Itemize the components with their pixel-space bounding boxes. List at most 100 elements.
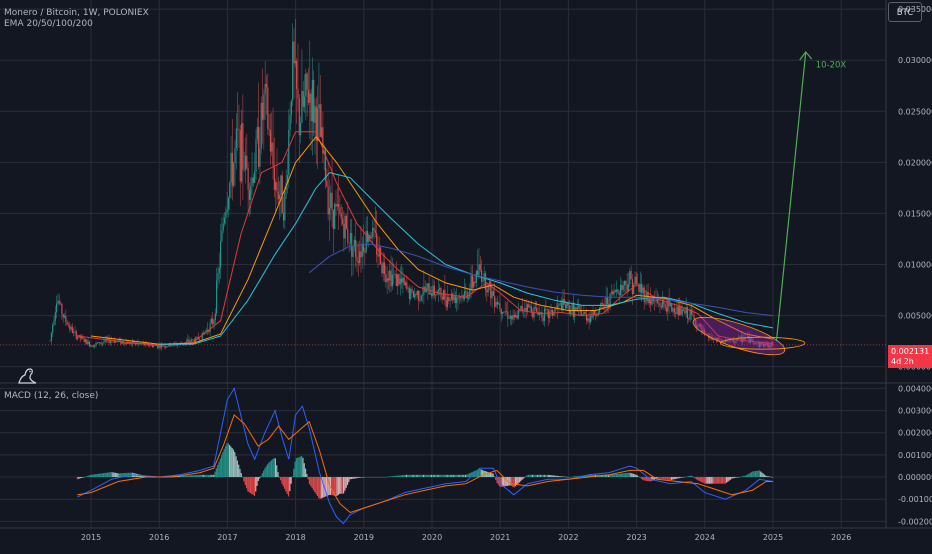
macd-histogram-bar	[268, 462, 270, 478]
macd-histogram-bar	[307, 477, 309, 480]
price-candle	[507, 311, 509, 319]
macd-histogram-bar	[89, 475, 92, 478]
x-tick-label: 2024	[695, 533, 715, 542]
price-candle	[601, 303, 603, 305]
price-candle	[185, 341, 188, 343]
macd-histogram-bar	[392, 476, 395, 478]
macd-histogram-bar	[218, 461, 220, 478]
macd-histogram-bar	[691, 476, 694, 478]
x-tick-label: 2018	[285, 533, 305, 542]
price-candle	[103, 342, 105, 343]
macd-histogram-bar	[760, 471, 762, 478]
price-candle	[635, 276, 637, 284]
macd-histogram-bar	[386, 476, 388, 478]
macd-histogram-bar	[523, 477, 526, 478]
price-candle	[459, 297, 462, 298]
macd-histogram-bar	[217, 465, 219, 478]
macd-histogram-bar	[450, 474, 452, 478]
x-tick-label: 2026	[831, 533, 851, 542]
macd-histogram-bar	[589, 474, 591, 478]
price-candle	[618, 293, 620, 296]
macd-histogram-bar	[480, 469, 482, 478]
price-candle	[605, 297, 607, 307]
price-candle	[433, 285, 435, 295]
macd-histogram-bar	[495, 477, 497, 480]
macd-histogram-bar	[306, 473, 308, 478]
price-candle	[425, 288, 428, 292]
macd-histogram-bar	[737, 477, 739, 478]
price-candle	[553, 311, 555, 316]
price-candle	[317, 108, 319, 141]
macd-histogram-bar	[87, 475, 89, 478]
macd-histogram-bar	[331, 477, 333, 496]
macd-histogram-bar	[530, 474, 532, 478]
macd-histogram-bar	[669, 477, 671, 480]
macd-histogram-bar	[378, 477, 380, 478]
macd-histogram-bar	[482, 470, 484, 478]
price-candle	[227, 197, 230, 210]
price-candle	[126, 342, 129, 344]
price-candle	[749, 338, 752, 343]
macd-histogram-bar	[567, 476, 569, 478]
price-candle	[387, 278, 390, 281]
price-candle	[376, 232, 378, 255]
macd-histogram-bar	[256, 477, 258, 486]
macd-histogram-bar	[518, 477, 520, 483]
macd-histogram-bar	[383, 477, 385, 478]
price-candle	[693, 315, 695, 320]
macd-histogram-bar	[181, 475, 183, 478]
price-candle	[393, 274, 395, 275]
price-candle	[689, 309, 691, 320]
price-candle	[665, 307, 668, 312]
price-candle	[98, 342, 100, 343]
macd-histogram-bar	[116, 473, 118, 478]
price-candle	[189, 341, 192, 343]
price-candle	[415, 293, 417, 296]
macd-histogram-bar	[432, 474, 434, 478]
price-candle	[243, 169, 245, 171]
macd-histogram-bar	[666, 477, 669, 480]
macd-histogram-bar	[200, 474, 202, 478]
macd-histogram-bar	[424, 474, 426, 478]
price-candle	[702, 330, 704, 333]
macd-histogram-bar	[353, 477, 355, 479]
macd-histogram-bar	[447, 474, 450, 478]
price-candle	[706, 334, 708, 336]
price-candle	[58, 300, 60, 304]
currency-badge[interactable]: BTC	[888, 2, 922, 22]
macd-histogram-bar	[413, 474, 416, 478]
price-candle	[578, 306, 580, 308]
macd-histogram-bar	[762, 473, 764, 478]
macd-histogram-bar	[343, 477, 345, 494]
price-candle	[681, 309, 683, 315]
macd-histogram-bar	[754, 471, 757, 478]
price-candle	[458, 297, 460, 299]
price-candle	[193, 339, 195, 342]
price-candle	[703, 330, 706, 335]
price-candle	[239, 130, 241, 182]
macd-histogram-bar	[308, 477, 311, 485]
price-candle	[532, 312, 534, 318]
tradingview-logo-icon[interactable]	[16, 366, 40, 386]
macd-histogram-bar	[756, 470, 758, 478]
macd-histogram-bar	[698, 477, 700, 481]
price-candle	[391, 274, 393, 287]
price-candle	[762, 344, 765, 347]
macd-histogram-bar	[517, 477, 519, 484]
macd-histogram-bar	[491, 473, 493, 478]
price-candle	[522, 310, 525, 311]
price-candle	[421, 294, 424, 296]
macd-histogram-bar	[97, 473, 99, 478]
macd-histogram-bar	[299, 456, 301, 478]
macd-histogram-bar	[373, 477, 375, 478]
price-candle	[309, 93, 311, 103]
macd-histogram-bar	[694, 477, 696, 479]
macd-histogram-bar	[219, 458, 221, 478]
price-candle	[499, 303, 501, 309]
macd-histogram-bar	[404, 474, 406, 478]
macd-histogram-bar	[247, 477, 249, 492]
macd-histogram-bar	[512, 477, 514, 487]
price-candle	[359, 251, 361, 264]
macd-histogram-bar	[703, 477, 705, 484]
